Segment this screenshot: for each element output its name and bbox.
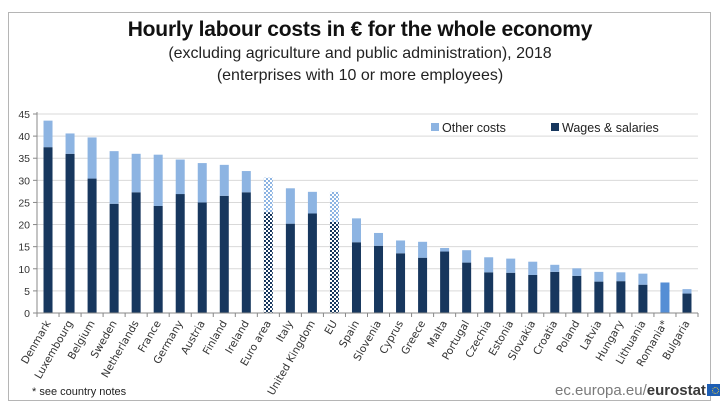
bar-wages xyxy=(351,242,361,313)
bar-wages xyxy=(329,221,339,313)
legend-swatch-other-costs xyxy=(431,123,439,131)
chart-subtitle-1: (excluding agriculture and public admini… xyxy=(168,45,552,62)
y-tick-label: 40 xyxy=(18,131,30,143)
bar-wages xyxy=(484,272,494,313)
legend: Other costs Wages & salaries xyxy=(431,121,659,135)
bar-other-costs xyxy=(65,133,75,154)
bar-wages xyxy=(396,253,406,313)
footnote: * see country notes xyxy=(32,386,127,398)
bar-other-costs xyxy=(175,159,185,195)
legend-label-other-costs: Other costs xyxy=(442,121,506,135)
bars xyxy=(43,120,692,313)
x-tick-label: Italy xyxy=(274,319,296,345)
y-tick-label: 5 xyxy=(24,286,30,298)
y-tick-label: 25 xyxy=(18,197,30,209)
bar-other-costs xyxy=(219,164,229,196)
bar-other-costs xyxy=(307,191,317,214)
bar-wages xyxy=(131,192,141,313)
bar-wages xyxy=(43,147,53,313)
y-axis-ticks: 0 5 10 15 20 25 30 35 40 45 xyxy=(18,109,37,320)
eu-flag-icon xyxy=(706,384,720,396)
y-tick-label: 10 xyxy=(18,264,30,276)
bar-other-costs xyxy=(462,250,472,263)
y-tick-label: 45 xyxy=(18,109,30,121)
chart-title: Hourly labour costs in € for the whole e… xyxy=(127,18,593,41)
bar-wages xyxy=(307,213,317,313)
bar-other-costs xyxy=(351,218,361,243)
bar-other-costs xyxy=(682,289,692,294)
bar-other-costs xyxy=(484,257,494,273)
bar-other-costs xyxy=(285,188,295,224)
bar-other-costs xyxy=(241,171,251,193)
bar-wages xyxy=(528,274,538,313)
bar-wages xyxy=(87,178,97,313)
bar-wages xyxy=(374,245,384,313)
y-tick-label: 20 xyxy=(18,220,30,232)
bar-other-costs xyxy=(528,261,538,275)
bar-wages xyxy=(263,212,273,313)
bar-wages xyxy=(440,251,450,313)
bar-other-costs xyxy=(418,241,428,258)
legend-label-wages: Wages & salaries xyxy=(562,121,659,135)
y-tick-label: 15 xyxy=(18,242,30,254)
source-prefix: ec.europa.eu/ xyxy=(555,382,647,399)
bar-wages xyxy=(638,284,648,313)
legend-swatch-wages xyxy=(551,123,559,131)
bar-other-costs xyxy=(153,154,163,206)
chart-subtitle-2: (enterprises with 10 or more employees) xyxy=(216,67,504,84)
bar-other-costs xyxy=(263,177,273,213)
bar-other-costs xyxy=(396,240,406,254)
bar-wages xyxy=(219,195,229,313)
bar-wages xyxy=(682,293,692,313)
bar-other-costs xyxy=(506,258,516,273)
bar-other-costs xyxy=(131,153,141,193)
y-tick-label: 35 xyxy=(18,153,30,165)
y-tick-label: 30 xyxy=(18,175,30,187)
bar-other-costs xyxy=(43,120,53,148)
bar-other-costs xyxy=(374,232,384,246)
bar-wages xyxy=(197,202,207,313)
bar-wages xyxy=(285,223,295,313)
bar-other-costs xyxy=(329,191,339,222)
bar-wages xyxy=(109,203,119,313)
bar-wages xyxy=(175,194,185,313)
source-credit[interactable]: ec.europa.eu/eurostat xyxy=(555,382,720,399)
bar-wages xyxy=(506,272,516,313)
bar-other-costs xyxy=(638,273,648,285)
axes xyxy=(36,112,699,317)
bar-other-costs xyxy=(109,151,119,204)
bar-wages xyxy=(418,257,428,313)
x-tick-label: EU xyxy=(322,319,340,337)
bar-other-costs xyxy=(572,268,582,276)
chart-frame xyxy=(8,12,711,401)
bar-wages xyxy=(572,275,582,313)
gridlines xyxy=(37,113,698,292)
bar-other-costs xyxy=(616,272,626,282)
bar-wages xyxy=(153,205,163,313)
bar-wages xyxy=(241,192,251,313)
bar-wages xyxy=(550,271,560,313)
y-tick-label: 0 xyxy=(24,308,30,320)
source-brand: eurostat xyxy=(646,382,706,399)
bar-other-costs xyxy=(440,247,450,252)
bar-other-costs xyxy=(594,271,604,282)
bar-other-costs xyxy=(87,137,97,179)
bar-wages xyxy=(594,281,604,313)
bar-other-costs xyxy=(197,163,207,203)
bar-wages xyxy=(616,281,626,313)
bar-other-costs xyxy=(550,264,560,272)
bar-wages xyxy=(462,262,472,313)
bar-wages xyxy=(65,153,75,313)
bar-total xyxy=(660,282,670,313)
